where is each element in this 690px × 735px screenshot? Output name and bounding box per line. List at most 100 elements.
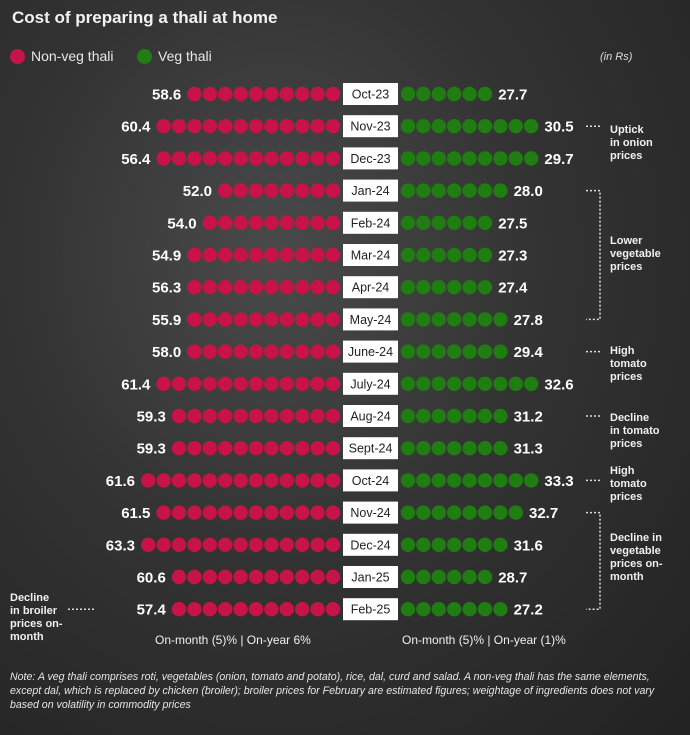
month-label: Jan-25 <box>351 571 389 585</box>
month-label-box <box>343 276 398 299</box>
legend-veg: Veg thali <box>137 48 212 64</box>
annotation-onion: Uptick in onion prices <box>610 124 653 162</box>
nonveg-dot <box>171 119 187 134</box>
nonveg-dot <box>310 602 325 617</box>
nonveg-dot <box>325 376 341 391</box>
nonveg-dot <box>279 408 294 424</box>
month-label: June-24 <box>348 345 393 359</box>
veg-value: 32.6 <box>544 376 573 393</box>
nonveg-dot <box>202 505 217 520</box>
veg-value: 30.5 <box>544 119 573 136</box>
nonveg-dot <box>310 151 325 166</box>
veg-dot <box>400 376 416 391</box>
nonveg-dot <box>187 86 202 102</box>
veg-dot <box>431 505 446 520</box>
nonveg-dot <box>218 569 233 585</box>
veg-dot <box>462 569 477 585</box>
veg-dot <box>400 86 416 102</box>
veg-dot <box>447 473 462 488</box>
veg-dot <box>477 408 493 424</box>
veg-value: 31.2 <box>514 409 543 426</box>
nonveg-dot <box>295 537 310 552</box>
nonveg-dot <box>218 215 233 230</box>
nonveg-dot <box>325 344 341 359</box>
veg-dot <box>431 151 446 166</box>
nonveg-dot <box>187 312 202 327</box>
month-label-box <box>343 566 398 588</box>
veg-value: 31.3 <box>514 441 543 458</box>
veg-dot <box>400 119 416 134</box>
nonveg-dot <box>279 441 294 456</box>
nonveg-dot <box>325 473 341 488</box>
nonveg-dot <box>295 505 310 520</box>
veg-dot <box>416 505 431 520</box>
veg-dot <box>493 602 508 617</box>
veg-dot <box>431 537 446 552</box>
nonveg-dot <box>156 119 171 134</box>
veg-value: 31.6 <box>514 537 543 554</box>
veg-dot <box>400 312 416 327</box>
nonveg-value: 63.3 <box>106 537 135 554</box>
nonveg-dot <box>279 312 294 327</box>
veg-dot <box>416 376 431 391</box>
nonveg-dot <box>187 247 202 263</box>
veg-dot <box>493 119 508 134</box>
veg-dot <box>416 151 431 166</box>
nonveg-dot <box>295 569 310 585</box>
veg-dot <box>447 376 462 391</box>
nonveg-dot <box>295 473 310 488</box>
month-label: Feb-25 <box>351 603 391 617</box>
nonveg-dot <box>310 344 325 359</box>
nonveg-dot <box>248 280 264 295</box>
nonveg-dot <box>156 376 171 391</box>
nonveg-dot <box>279 344 294 359</box>
veg-dot <box>477 344 493 359</box>
nonveg-dot <box>310 119 325 134</box>
nonveg-dot <box>218 537 233 552</box>
nonveg-dot <box>279 86 294 102</box>
veg-dot <box>431 280 446 295</box>
nonveg-dot <box>233 441 248 456</box>
veg-dot <box>462 473 477 488</box>
nonveg-dot <box>218 280 233 295</box>
nonveg-dot <box>295 86 310 102</box>
nonveg-dot <box>310 473 325 488</box>
veg-value: 29.7 <box>544 151 573 168</box>
nonveg-dot <box>264 473 279 488</box>
nonveg-dot <box>295 119 310 134</box>
veg-dot <box>493 312 508 327</box>
nonveg-dot <box>325 569 341 585</box>
nonveg-dot <box>233 247 248 263</box>
nonveg-dot <box>310 537 325 552</box>
veg-dot <box>431 408 446 424</box>
nonveg-dot <box>264 537 279 552</box>
veg-dot <box>400 569 416 585</box>
veg-dot <box>462 408 477 424</box>
nonveg-dot <box>187 344 202 359</box>
nonveg-dot <box>295 247 310 263</box>
nonveg-dot <box>202 86 217 102</box>
annotation-high-tomato-1: High tomato prices <box>610 345 647 383</box>
nonveg-dot <box>218 408 233 424</box>
nonveg-dot <box>264 376 279 391</box>
veg-dot <box>477 473 493 488</box>
nonveg-dot <box>295 344 310 359</box>
veg-dot <box>508 119 523 134</box>
veg-dot <box>400 441 416 456</box>
nonveg-dot <box>248 215 264 230</box>
nonveg-dot <box>202 602 217 617</box>
nonveg-dot <box>202 537 217 552</box>
veg-value: 28.7 <box>498 570 527 587</box>
veg-value: 27.3 <box>498 248 527 265</box>
nonveg-dot <box>295 376 310 391</box>
annotation-high-tomato-2: High tomato prices <box>610 465 647 503</box>
nonveg-dot <box>233 312 248 327</box>
nonveg-dot <box>171 376 187 391</box>
legend-nonveg-swatch <box>10 48 25 64</box>
veg-dot <box>462 602 477 617</box>
nonveg-dot <box>187 408 202 424</box>
nonveg-dot <box>187 119 202 134</box>
nonveg-dot <box>233 344 248 359</box>
month-label-box <box>343 115 398 138</box>
nonveg-dot <box>248 119 264 134</box>
